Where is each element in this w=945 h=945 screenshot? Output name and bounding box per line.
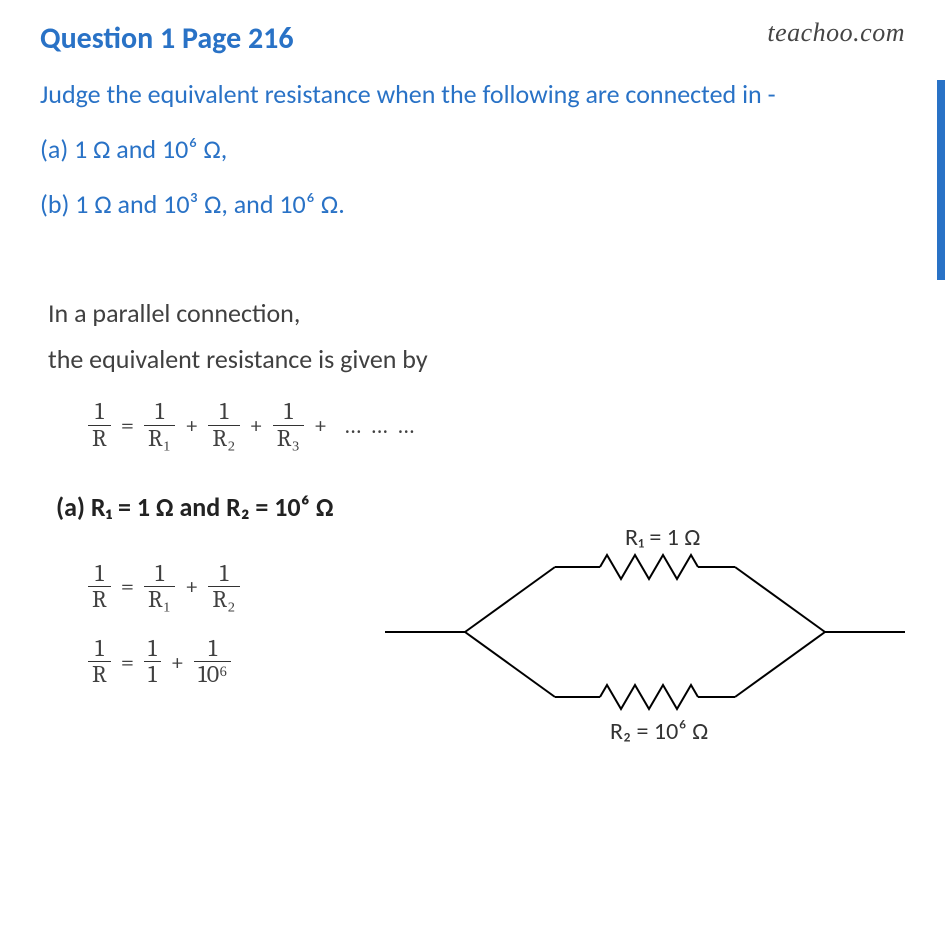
frac-num: 1 [144, 636, 161, 661]
formula-a2: 1R = 11 + 110⁶ [88, 636, 385, 687]
plus: + [246, 411, 267, 439]
answer-block: In a parallel connection, the equivalent… [48, 297, 905, 776]
equals: = [117, 411, 138, 439]
frac-num: 1 [151, 399, 168, 424]
equals: = [117, 648, 138, 676]
frac-den: R [88, 586, 111, 612]
frac-den: R₂ [208, 425, 239, 451]
resistor-label-bottom: R₂ = 10⁶ Ω [610, 717, 708, 746]
side-accent-bar [937, 80, 945, 280]
frac-num: 1 [216, 561, 233, 586]
question-intro: Judge the equivalent resistance when the… [40, 71, 905, 118]
frac-den: R₃ [273, 425, 304, 451]
plus: + [181, 411, 202, 439]
formulas-column: 1R = 1R₁ + 1R₂ 1R = 11 + 110⁶ [48, 537, 385, 712]
frac-num: 1 [280, 399, 297, 424]
plus: + [167, 648, 188, 676]
question-part-b: (b) 1 Ω and 10³ Ω, and 10⁶ Ω. [40, 181, 905, 228]
plus: + [181, 572, 202, 600]
frac-num: 1 [216, 399, 233, 424]
frac-den: R₂ [208, 586, 239, 612]
resistor-label-top: R₁ = 1 Ω [625, 523, 700, 552]
frac-num: 1 [151, 561, 168, 586]
frac-den: R₁ [144, 586, 175, 612]
formula-a1: 1R = 1R₁ + 1R₂ [88, 561, 385, 612]
frac-num: 1 [91, 399, 108, 424]
answer-line-1: In a parallel connection, [48, 297, 905, 329]
frac-den: R₁ [144, 425, 175, 451]
plus: + [310, 411, 331, 439]
circuit-diagram: R₁ = 1 Ω [385, 517, 905, 777]
watermark: teachoo.com [767, 18, 905, 48]
bottom-row: 1R = 1R₁ + 1R₂ 1R = 11 + 110⁶ R₁ = 1 Ω [48, 537, 905, 777]
frac-num: 1 [91, 636, 108, 661]
formula-general: 1R = 1R₁ + 1R₂ + 1R₃ + … … … [88, 399, 905, 450]
equals: = [117, 572, 138, 600]
frac-den: 1 [144, 661, 161, 687]
ellipsis: … … … [337, 411, 416, 439]
frac-num: 1 [204, 636, 221, 661]
frac-den: 10⁶ [194, 661, 231, 687]
question-part-a: (a) 1 Ω and 10⁶ Ω, [40, 126, 905, 173]
frac-den: R [88, 425, 111, 451]
frac-den: R [88, 661, 111, 687]
frac-num: 1 [91, 561, 108, 586]
question-body: Judge the equivalent resistance when the… [40, 71, 905, 227]
answer-line-2: the equivalent resistance is given by [48, 343, 905, 375]
